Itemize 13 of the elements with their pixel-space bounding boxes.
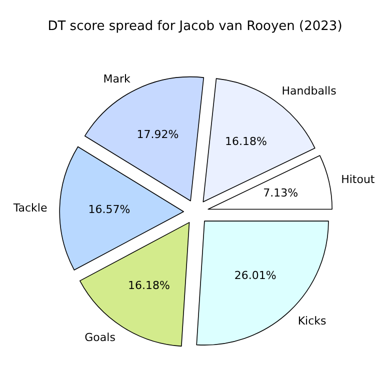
data-label: 7.13% — [263, 186, 298, 200]
slice-label: Kicks — [298, 314, 327, 328]
data-label: 16.18% — [225, 134, 268, 148]
chart-title: DT score spread for Jacob van Rooyen (2023) — [48, 19, 342, 34]
slice-label: Hitout — [341, 172, 376, 186]
slice-label: Tackle — [12, 201, 48, 214]
data-label: 16.57% — [88, 203, 130, 216]
slice-label: Handballs — [282, 84, 337, 98]
slice-label: Mark — [103, 72, 131, 86]
data-label: 17.92% — [136, 128, 179, 141]
slice-label: Goals — [84, 330, 116, 344]
data-label: 26.01% — [234, 269, 276, 282]
data-label: 16.18% — [128, 278, 170, 292]
